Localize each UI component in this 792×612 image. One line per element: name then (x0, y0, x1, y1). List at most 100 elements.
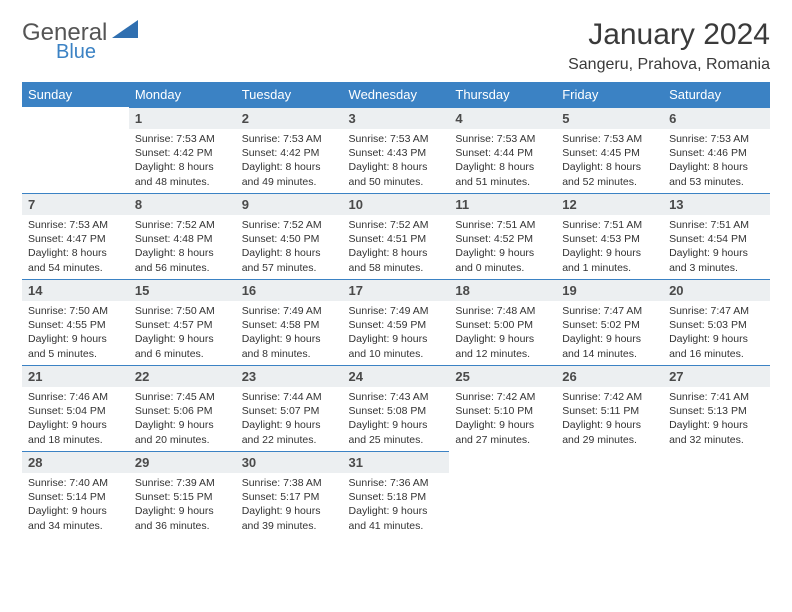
day-details: Sunrise: 7:53 AMSunset: 4:47 PMDaylight:… (22, 215, 129, 279)
day-number: 28 (22, 451, 129, 473)
calendar-cell: 13Sunrise: 7:51 AMSunset: 4:54 PMDayligh… (663, 193, 770, 279)
calendar-cell: 27Sunrise: 7:41 AMSunset: 5:13 PMDayligh… (663, 365, 770, 451)
day-number: 5 (556, 107, 663, 129)
day-number: 21 (22, 365, 129, 387)
day-details: Sunrise: 7:48 AMSunset: 5:00 PMDaylight:… (449, 301, 556, 365)
day-number: 24 (343, 365, 450, 387)
day-number: 11 (449, 193, 556, 215)
day-number: 15 (129, 279, 236, 301)
logo-triangle-icon (112, 20, 138, 40)
day-details: Sunrise: 7:38 AMSunset: 5:17 PMDaylight:… (236, 473, 343, 537)
day-details: Sunrise: 7:39 AMSunset: 5:15 PMDaylight:… (129, 473, 236, 537)
day-details: Sunrise: 7:46 AMSunset: 5:04 PMDaylight:… (22, 387, 129, 451)
day-details: Sunrise: 7:50 AMSunset: 4:57 PMDaylight:… (129, 301, 236, 365)
weekday-header: Thursday (449, 82, 556, 107)
day-number: 19 (556, 279, 663, 301)
calendar-cell: 31Sunrise: 7:36 AMSunset: 5:18 PMDayligh… (343, 451, 450, 537)
day-number: 1 (129, 107, 236, 129)
day-details: Sunrise: 7:51 AMSunset: 4:54 PMDaylight:… (663, 215, 770, 279)
day-number: 26 (556, 365, 663, 387)
calendar-cell: 16Sunrise: 7:49 AMSunset: 4:58 PMDayligh… (236, 279, 343, 365)
day-number: 8 (129, 193, 236, 215)
day-details: Sunrise: 7:50 AMSunset: 4:55 PMDaylight:… (22, 301, 129, 365)
day-number: 16 (236, 279, 343, 301)
day-number: 20 (663, 279, 770, 301)
day-details: Sunrise: 7:47 AMSunset: 5:02 PMDaylight:… (556, 301, 663, 365)
calendar-cell: 19Sunrise: 7:47 AMSunset: 5:02 PMDayligh… (556, 279, 663, 365)
calendar-cell: 1Sunrise: 7:53 AMSunset: 4:42 PMDaylight… (129, 107, 236, 193)
day-number: 4 (449, 107, 556, 129)
calendar-cell: 25Sunrise: 7:42 AMSunset: 5:10 PMDayligh… (449, 365, 556, 451)
day-details: Sunrise: 7:44 AMSunset: 5:07 PMDaylight:… (236, 387, 343, 451)
day-details: Sunrise: 7:43 AMSunset: 5:08 PMDaylight:… (343, 387, 450, 451)
calendar-cell: 28Sunrise: 7:40 AMSunset: 5:14 PMDayligh… (22, 451, 129, 537)
day-details: Sunrise: 7:45 AMSunset: 5:06 PMDaylight:… (129, 387, 236, 451)
location: Sangeru, Prahova, Romania (568, 56, 770, 74)
day-number: 27 (663, 365, 770, 387)
day-number: 22 (129, 365, 236, 387)
calendar-table: SundayMondayTuesdayWednesdayThursdayFrid… (22, 82, 770, 537)
day-details: Sunrise: 7:49 AMSunset: 4:59 PMDaylight:… (343, 301, 450, 365)
calendar-cell: 22Sunrise: 7:45 AMSunset: 5:06 PMDayligh… (129, 365, 236, 451)
calendar-cell: 12Sunrise: 7:51 AMSunset: 4:53 PMDayligh… (556, 193, 663, 279)
calendar-cell: 21Sunrise: 7:46 AMSunset: 5:04 PMDayligh… (22, 365, 129, 451)
day-details: Sunrise: 7:53 AMSunset: 4:44 PMDaylight:… (449, 129, 556, 193)
calendar-cell: 20Sunrise: 7:47 AMSunset: 5:03 PMDayligh… (663, 279, 770, 365)
weekday-header: Monday (129, 82, 236, 107)
day-number: 14 (22, 279, 129, 301)
calendar-cell: 14Sunrise: 7:50 AMSunset: 4:55 PMDayligh… (22, 279, 129, 365)
day-details: Sunrise: 7:49 AMSunset: 4:58 PMDaylight:… (236, 301, 343, 365)
day-details: Sunrise: 7:53 AMSunset: 4:45 PMDaylight:… (556, 129, 663, 193)
calendar-body: 1Sunrise: 7:53 AMSunset: 4:42 PMDaylight… (22, 107, 770, 537)
day-number: 6 (663, 107, 770, 129)
calendar-cell: 5Sunrise: 7:53 AMSunset: 4:45 PMDaylight… (556, 107, 663, 193)
calendar-cell: 11Sunrise: 7:51 AMSunset: 4:52 PMDayligh… (449, 193, 556, 279)
day-details: Sunrise: 7:51 AMSunset: 4:53 PMDaylight:… (556, 215, 663, 279)
calendar-cell: 18Sunrise: 7:48 AMSunset: 5:00 PMDayligh… (449, 279, 556, 365)
day-number: 18 (449, 279, 556, 301)
day-number: 12 (556, 193, 663, 215)
calendar-cell (22, 107, 129, 193)
day-details: Sunrise: 7:52 AMSunset: 4:50 PMDaylight:… (236, 215, 343, 279)
calendar-cell (449, 451, 556, 537)
day-details: Sunrise: 7:51 AMSunset: 4:52 PMDaylight:… (449, 215, 556, 279)
weekday-header: Wednesday (343, 82, 450, 107)
weekday-header: Saturday (663, 82, 770, 107)
day-details: Sunrise: 7:36 AMSunset: 5:18 PMDaylight:… (343, 473, 450, 537)
calendar-cell: 4Sunrise: 7:53 AMSunset: 4:44 PMDaylight… (449, 107, 556, 193)
day-number: 13 (663, 193, 770, 215)
calendar-cell: 26Sunrise: 7:42 AMSunset: 5:11 PMDayligh… (556, 365, 663, 451)
weekday-header: Tuesday (236, 82, 343, 107)
day-details: Sunrise: 7:40 AMSunset: 5:14 PMDaylight:… (22, 473, 129, 537)
day-details: Sunrise: 7:53 AMSunset: 4:43 PMDaylight:… (343, 129, 450, 193)
calendar-cell: 9Sunrise: 7:52 AMSunset: 4:50 PMDaylight… (236, 193, 343, 279)
calendar-cell: 15Sunrise: 7:50 AMSunset: 4:57 PMDayligh… (129, 279, 236, 365)
day-details: Sunrise: 7:53 AMSunset: 4:42 PMDaylight:… (129, 129, 236, 193)
day-number: 9 (236, 193, 343, 215)
calendar-cell: 24Sunrise: 7:43 AMSunset: 5:08 PMDayligh… (343, 365, 450, 451)
day-number: 29 (129, 451, 236, 473)
calendar-cell: 23Sunrise: 7:44 AMSunset: 5:07 PMDayligh… (236, 365, 343, 451)
day-details: Sunrise: 7:53 AMSunset: 4:42 PMDaylight:… (236, 129, 343, 193)
header: General Blue January 2024 Sangeru, Praho… (22, 18, 770, 74)
day-number: 3 (343, 107, 450, 129)
day-number: 30 (236, 451, 343, 473)
weekday-header: Friday (556, 82, 663, 107)
calendar-cell: 6Sunrise: 7:53 AMSunset: 4:46 PMDaylight… (663, 107, 770, 193)
calendar-cell: 8Sunrise: 7:52 AMSunset: 4:48 PMDaylight… (129, 193, 236, 279)
logo: General Blue (22, 18, 138, 64)
calendar-cell: 10Sunrise: 7:52 AMSunset: 4:51 PMDayligh… (343, 193, 450, 279)
day-number: 25 (449, 365, 556, 387)
calendar-cell: 29Sunrise: 7:39 AMSunset: 5:15 PMDayligh… (129, 451, 236, 537)
day-details: Sunrise: 7:53 AMSunset: 4:46 PMDaylight:… (663, 129, 770, 193)
day-details: Sunrise: 7:47 AMSunset: 5:03 PMDaylight:… (663, 301, 770, 365)
day-number: 7 (22, 193, 129, 215)
calendar-cell: 7Sunrise: 7:53 AMSunset: 4:47 PMDaylight… (22, 193, 129, 279)
calendar-head: SundayMondayTuesdayWednesdayThursdayFrid… (22, 82, 770, 107)
calendar-cell (663, 451, 770, 537)
calendar-cell: 30Sunrise: 7:38 AMSunset: 5:17 PMDayligh… (236, 451, 343, 537)
day-number: 31 (343, 451, 450, 473)
calendar-cell (556, 451, 663, 537)
day-details: Sunrise: 7:42 AMSunset: 5:11 PMDaylight:… (556, 387, 663, 451)
day-details: Sunrise: 7:52 AMSunset: 4:48 PMDaylight:… (129, 215, 236, 279)
